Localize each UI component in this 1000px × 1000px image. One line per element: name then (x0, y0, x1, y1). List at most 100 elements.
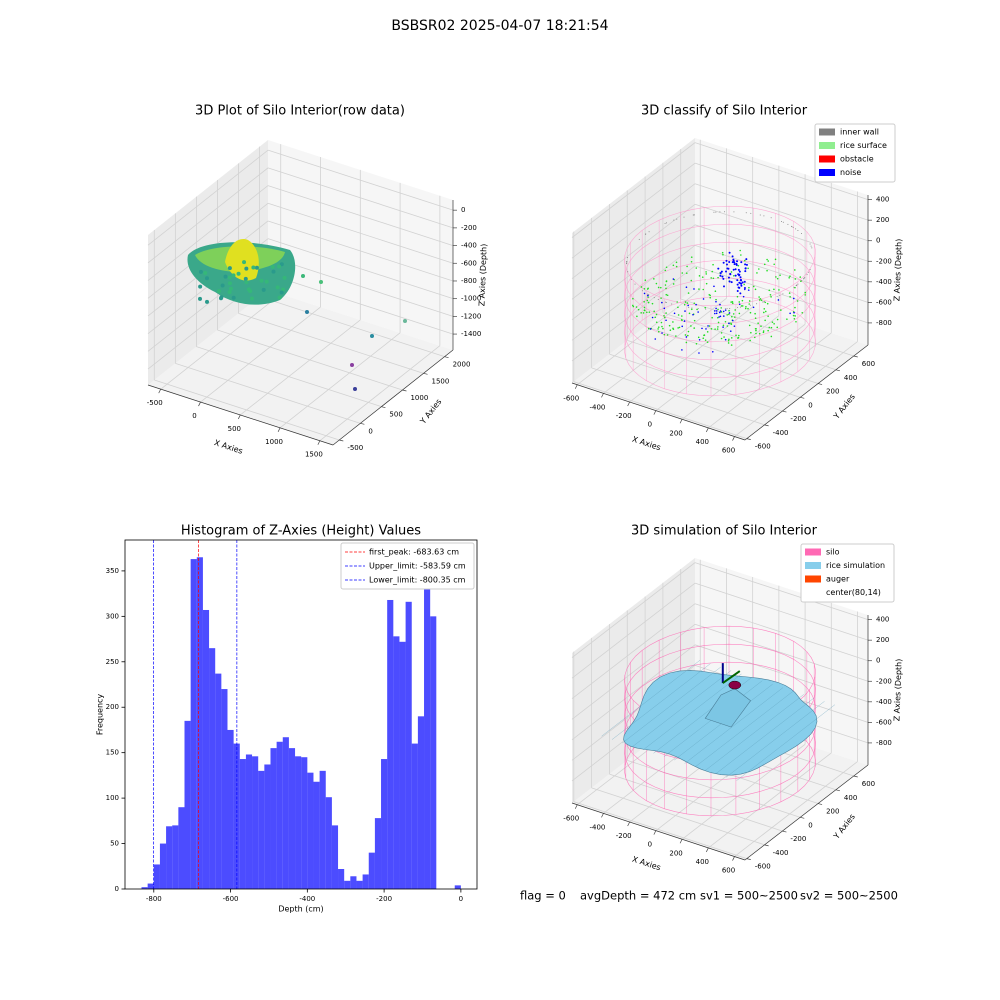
legend-label: rice surface (840, 141, 887, 150)
bar (313, 781, 320, 889)
point (647, 296, 649, 298)
point (685, 286, 688, 289)
point (672, 278, 675, 280)
point (275, 285, 280, 290)
point (760, 299, 763, 302)
point (684, 301, 687, 303)
grid-line (267, 185, 454, 246)
bar (362, 874, 369, 889)
point (738, 312, 741, 315)
point (770, 296, 772, 298)
legend-label: auger (826, 575, 850, 584)
legend-label: rice simulation (826, 561, 885, 570)
point (651, 316, 654, 319)
z-tick-label: -1000 (461, 295, 481, 303)
point (748, 324, 751, 327)
point (657, 328, 659, 330)
bar (209, 648, 216, 889)
point (672, 264, 675, 267)
point (795, 320, 797, 323)
point (759, 214, 761, 216)
point (720, 337, 723, 340)
bar (258, 770, 265, 889)
point (305, 310, 309, 314)
point (709, 294, 712, 297)
y-tick-label: -600 (755, 863, 771, 871)
y-tick-label: 400 (844, 374, 857, 382)
point (792, 226, 794, 228)
grid-line (627, 759, 801, 818)
point (702, 288, 705, 291)
point (690, 256, 693, 258)
footer-avg-depth: avgDepth = 472 cm (580, 889, 696, 903)
point (804, 276, 806, 278)
point (657, 330, 660, 333)
z-tick-label: 0 (876, 657, 880, 665)
point (806, 274, 808, 276)
point (714, 312, 716, 315)
point (764, 319, 766, 322)
point (712, 277, 715, 280)
point (733, 211, 735, 213)
point (749, 311, 752, 314)
legend-label: obstacle (840, 155, 874, 164)
point (691, 307, 693, 309)
point (228, 286, 233, 291)
point (745, 263, 748, 266)
legend-label: silo (826, 548, 840, 557)
point (722, 315, 725, 317)
point (248, 289, 253, 294)
point (770, 335, 773, 338)
bar (393, 636, 400, 889)
mesh (684, 687, 784, 764)
y-tick (818, 803, 823, 805)
z-tick-label: -600 (876, 718, 892, 726)
x-tick (732, 856, 735, 861)
point (741, 299, 744, 302)
point (776, 296, 778, 298)
point (737, 264, 740, 267)
grid-line (571, 224, 696, 321)
z-tick-label: -800 (876, 739, 892, 747)
x-tick-label: 0 (459, 895, 463, 903)
point (644, 233, 646, 235)
grid-line (708, 752, 832, 849)
bar (405, 601, 412, 889)
z-axis-label: Z Axies (Depth) (892, 659, 903, 722)
point (205, 299, 210, 304)
point (666, 294, 669, 297)
point (757, 322, 759, 325)
x-tick-label: 200 (669, 429, 682, 437)
point (647, 294, 649, 297)
point (695, 342, 698, 345)
legend-swatch (805, 575, 821, 583)
bar (190, 559, 197, 889)
point (787, 223, 789, 225)
point (736, 283, 739, 286)
bar (178, 807, 185, 889)
x-tick-label: 0 (192, 412, 196, 420)
point (244, 280, 249, 285)
axis-line (744, 344, 869, 441)
axis-line (571, 802, 746, 861)
point (728, 280, 731, 283)
point (745, 212, 747, 214)
point (227, 275, 232, 280)
axis-line (332, 349, 454, 446)
point (705, 328, 707, 330)
y-tick-label: -400 (773, 429, 789, 437)
chart-title: Histogram of Z-Axies (Height) Values (181, 524, 421, 539)
point (711, 350, 714, 353)
y-tick (800, 396, 805, 399)
point (754, 317, 757, 320)
point (259, 278, 264, 283)
mesh (611, 663, 711, 740)
point (705, 273, 708, 275)
point (690, 279, 693, 282)
point (794, 278, 797, 280)
point (802, 278, 804, 280)
bar (368, 852, 375, 889)
point (660, 297, 662, 299)
point (729, 307, 731, 309)
point (698, 338, 701, 341)
